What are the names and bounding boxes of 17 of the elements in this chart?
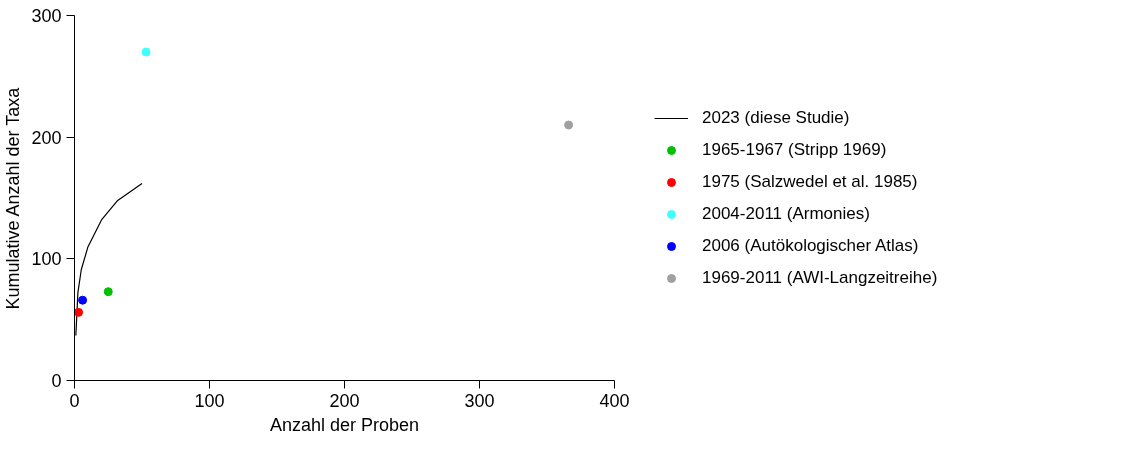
legend-label: 1975 (Salzwedel et al. 1985)	[702, 171, 918, 192]
x-tick-label: 0	[69, 390, 80, 411]
legend-label: 2023 (diese Studie)	[702, 107, 850, 128]
x-tick-label: 100	[194, 390, 225, 411]
legend-label: 1965-1967 (Stripp 1969)	[702, 139, 887, 160]
x-axis-title: Anzahl der Proben	[269, 414, 420, 435]
x-tick-label: 200	[329, 390, 360, 411]
x-tick-label: 300	[464, 390, 495, 411]
x-tick-label: 400	[599, 390, 630, 411]
y-tick-label: 100	[31, 249, 62, 270]
y-tick-label: 200	[31, 127, 62, 148]
legend-label: 2004-2011 (Armonies)	[702, 203, 870, 224]
y-tick-label: 300	[31, 6, 62, 26]
y-axis-title: Kumulative Anzahl der Taxa	[3, 86, 24, 310]
legend-label: 1969-2011 (AWI-Langzeitreihe)	[702, 267, 938, 288]
y-tick-label: 0	[51, 371, 62, 391]
legend-label: 2006 (Autökologischer Atlas)	[702, 235, 919, 256]
